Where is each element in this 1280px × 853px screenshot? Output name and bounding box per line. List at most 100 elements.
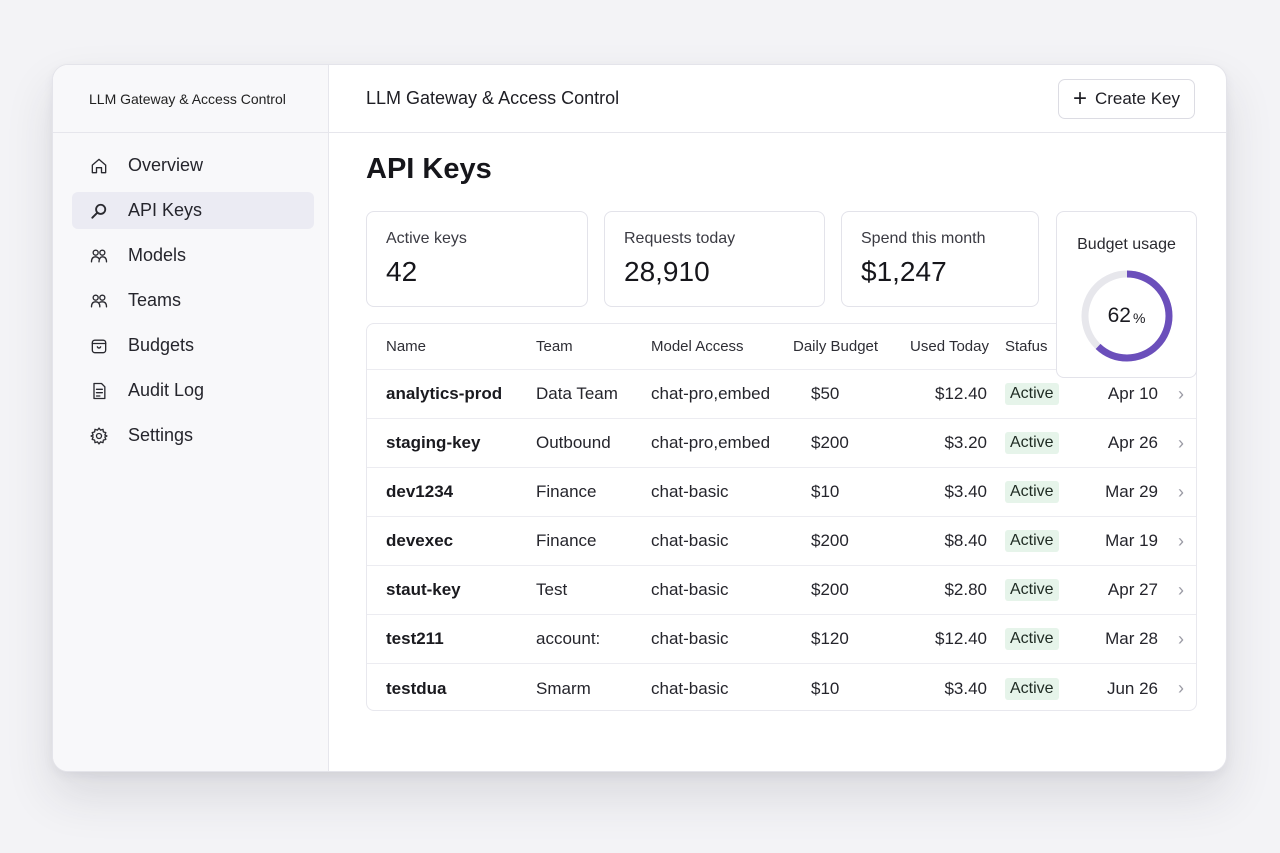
cell-team: Finance: [536, 482, 597, 501]
document-icon: [89, 381, 109, 401]
cell-team: account:: [536, 629, 601, 648]
stat-active-keys: Active keys 42: [366, 211, 588, 307]
table-row[interactable]: testdua Smarm chat-basic $10 $3.40 Active Jun …: [367, 664, 1196, 710]
cell-daily-budget: $200: [811, 531, 849, 550]
cell-team: Smarm: [536, 678, 591, 698]
cell-team: Test: [536, 580, 568, 599]
sidebar-item-models[interactable]: Models: [72, 237, 314, 274]
cell-date: Apr 27: [1107, 580, 1158, 599]
stat-value: $1,247: [861, 256, 947, 287]
ring-fill: [1081, 270, 1172, 362]
cell-team: Finance: [536, 531, 597, 550]
stat-label: Requests today: [624, 230, 736, 247]
sidebar-item-budgets[interactable]: Budgets: [72, 327, 314, 364]
header-daily-budget[interactable]: Daily Budget: [793, 338, 879, 355]
cell-name: analytics-prod: [386, 384, 503, 403]
sidebar-nav: Overview API Keys Models Teams: [53, 133, 328, 454]
cell-daily-budget: $10: [811, 678, 840, 698]
cell-model-access: chat-basic: [651, 629, 729, 648]
cell-model-access: chat-basic: [651, 531, 729, 550]
cell-model-access: chat-pro,embed: [651, 433, 771, 452]
stat-value: 42: [386, 256, 418, 287]
budget-usage-card: Budget usage 62%: [1056, 211, 1197, 378]
cell-daily-budget: $10: [811, 482, 840, 501]
cell-used-today: $12.40: [935, 384, 987, 403]
page-title: API Keys: [366, 153, 492, 185]
cell-team: Data Team: [536, 384, 618, 403]
api-keys-table: Name Team Model Access Daily Budget Used…: [366, 323, 1197, 711]
cell-used-today: $8.40: [944, 531, 987, 550]
sidebar-item-label: Audit Log: [128, 380, 205, 400]
users-icon: [89, 246, 109, 266]
sidebar-item-label: Teams: [128, 290, 182, 310]
cell-team: Outbound: [536, 433, 611, 452]
status-badge: Active: [1005, 383, 1059, 405]
plus-icon: +: [1072, 84, 1087, 112]
team-icon: [89, 291, 109, 311]
sidebar-item-audit-log[interactable]: Audit Log: [72, 372, 314, 409]
cell-model-access: chat-basic: [651, 678, 729, 698]
sidebar-item-label: Models: [128, 245, 187, 265]
chevron-right-icon[interactable]: ›: [1178, 530, 1184, 551]
cell-date: Jun 26: [1106, 678, 1158, 698]
cell-name: dev1234: [386, 482, 454, 501]
header-team[interactable]: Team: [536, 338, 573, 355]
cell-daily-budget: $120: [811, 629, 849, 648]
status-badge: Active: [1005, 530, 1059, 552]
table-header: Name Team Model Access Daily Budget Used…: [367, 324, 1196, 370]
table-row[interactable]: staging-key Outbound chat-pro,embed $200 $3.…: [367, 419, 1196, 468]
cell-date: Apr 26: [1107, 433, 1158, 452]
search-icon: [89, 201, 109, 221]
budget-unit: %: [1132, 309, 1146, 326]
table-row[interactable]: test211 account: chat-basic $120 $12.40 Activ…: [367, 615, 1196, 664]
cell-model-access: chat-basic: [651, 580, 729, 599]
cell-used-today: $3.20: [944, 433, 987, 452]
stat-spend-month: Spend this month $1,247: [841, 211, 1039, 307]
budget-ring: 62%: [1079, 268, 1175, 364]
cell-model-access: chat-pro,embed: [651, 384, 771, 403]
table-row[interactable]: analytics-prod Data Team chat-pro,embed $50…: [367, 370, 1196, 419]
chevron-right-icon[interactable]: ›: [1178, 678, 1184, 698]
header-name[interactable]: Name: [386, 338, 427, 355]
cell-daily-budget: $200: [811, 433, 849, 452]
chevron-right-icon[interactable]: ›: [1178, 383, 1184, 404]
cell-name: test211: [386, 629, 444, 648]
table-body: analytics-prod Data Team chat-pro,embed $50…: [367, 370, 1196, 710]
wallet-icon: [89, 336, 109, 356]
header-status[interactable]: Stafus: [1005, 338, 1048, 355]
header-model-access[interactable]: Model Access: [651, 338, 744, 355]
cell-daily-budget: $50: [811, 384, 840, 403]
chevron-right-icon[interactable]: ›: [1178, 628, 1184, 649]
topbar-title: LLM Gateway & Access Control: [366, 88, 620, 108]
cell-name: devexec: [386, 531, 454, 550]
sidebar-item-teams[interactable]: Teams: [72, 282, 314, 319]
chevron-right-icon[interactable]: ›: [1178, 579, 1184, 600]
cell-used-today: $3.40: [944, 678, 987, 698]
table-row[interactable]: staut-key Test chat-basic $200 $2.80 Active Ap…: [367, 566, 1196, 615]
table-row[interactable]: devexec Finance chat-basic $200 $8.40 Active M…: [367, 517, 1196, 566]
cell-daily-budget: $200: [811, 580, 849, 599]
main-content: LLM Gateway & Access Control + Create Ke…: [329, 65, 1226, 771]
stat-label: Spend this month: [861, 230, 986, 247]
status-badge: Active: [1005, 432, 1059, 454]
budget-label: Budget usage: [1077, 236, 1176, 253]
budget-ring-chart: [1081, 270, 1172, 362]
sidebar-item-overview[interactable]: Overview: [72, 147, 314, 184]
cell-date: Apr 10: [1107, 384, 1158, 403]
cell-used-today: $12.40: [935, 629, 987, 648]
budget-value: 62: [1107, 304, 1131, 327]
sidebar-item-api-keys[interactable]: API Keys: [72, 192, 314, 229]
chevron-right-icon[interactable]: ›: [1178, 481, 1184, 502]
stat-label: Active keys: [386, 230, 467, 247]
sidebar-item-settings[interactable]: Settings: [72, 417, 314, 454]
cell-name: staut-key: [386, 580, 461, 599]
status-badge: Active: [1005, 481, 1059, 503]
table-row[interactable]: dev1234 Finance chat-basic $10 $3.40 Active Ma…: [367, 468, 1196, 517]
home-icon: [89, 156, 109, 176]
status-badge: Active: [1005, 677, 1059, 700]
create-key-button[interactable]: + Create Key: [1057, 78, 1195, 119]
cell-date: Mar 28: [1105, 629, 1158, 648]
chevron-right-icon[interactable]: ›: [1178, 432, 1184, 453]
header-used-today[interactable]: Used Today: [910, 338, 989, 355]
sidebar-item-label: Overview: [128, 155, 204, 175]
